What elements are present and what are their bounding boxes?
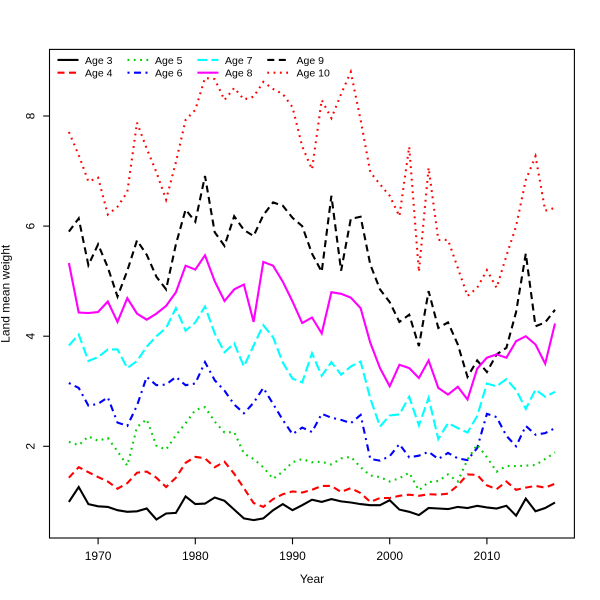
svg-text:Age 7: Age 7 — [225, 55, 253, 67]
svg-text:Land mean weight: Land mean weight — [0, 244, 13, 343]
svg-text:2010: 2010 — [474, 549, 501, 563]
svg-text:1980: 1980 — [182, 549, 209, 563]
svg-text:1970: 1970 — [85, 549, 112, 563]
svg-text:2000: 2000 — [376, 549, 403, 563]
svg-text:8: 8 — [24, 112, 38, 119]
svg-text:Age 3: Age 3 — [85, 55, 113, 67]
svg-text:Age 10: Age 10 — [297, 68, 330, 80]
svg-text:Age 4: Age 4 — [85, 68, 113, 80]
svg-text:Year: Year — [300, 572, 324, 586]
svg-text:Age 5: Age 5 — [155, 55, 183, 67]
svg-text:Age 8: Age 8 — [225, 68, 253, 80]
svg-text:6: 6 — [24, 222, 38, 229]
svg-text:Age 9: Age 9 — [297, 55, 325, 67]
svg-text:4: 4 — [24, 333, 38, 340]
svg-text:Age 6: Age 6 — [155, 68, 183, 80]
svg-text:2: 2 — [24, 443, 38, 450]
svg-text:1990: 1990 — [279, 549, 306, 563]
